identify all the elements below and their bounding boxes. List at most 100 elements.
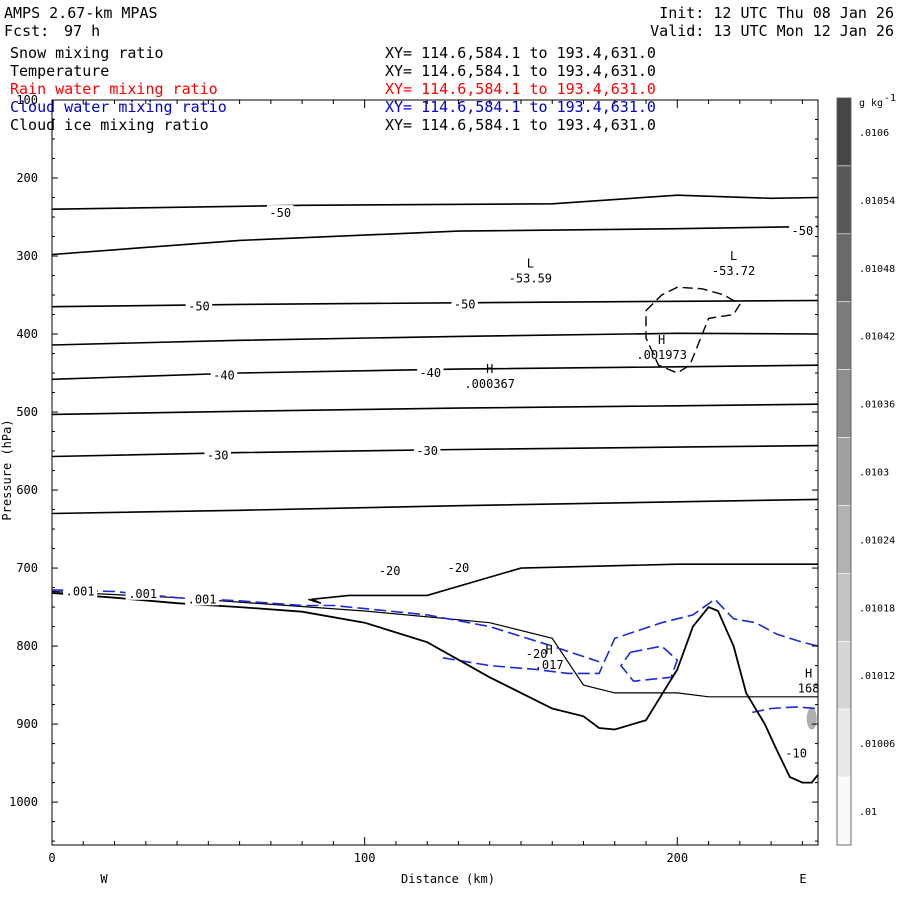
colorbar-swatch (836, 165, 852, 235)
y-tick-label: 1000 (9, 795, 38, 809)
contour-label-background (413, 443, 441, 458)
colorbar-swatch (836, 301, 852, 370)
east-endpoint-label: E (799, 872, 806, 886)
y-tick-label: 400 (16, 327, 38, 341)
contour-label-background (185, 298, 213, 313)
cloud-ice-contours (645, 286, 741, 374)
x-tick-label: 200 (666, 851, 688, 865)
contour-labels: -50 -50 -50 -50 -40 -40 -30 -30 -20 -20 -10 -20 .001… (63, 205, 816, 761)
colorbar-level-label: .01 (859, 807, 877, 818)
legend-xy-cloud-water: XY= 114.6,584.1 to 193.4,631.0 (385, 98, 656, 116)
colorbar-frame (836, 97, 852, 846)
legend-xy-temperature: XY= 114.6,584.1 to 193.4,631.0 (385, 62, 656, 80)
init-time: Init: 12 UTC Thu 08 Jan 26 (659, 4, 894, 22)
isotherm-line (51, 403, 819, 416)
contour-label-background (266, 205, 294, 220)
snow-shading (51, 590, 818, 730)
extremum-value: .001973 (636, 348, 687, 362)
cloud-ice-contour (645, 286, 741, 374)
isotherm-line (51, 444, 819, 458)
legend-name-temperature: Temperature (10, 62, 110, 80)
contour-label: -20 (448, 561, 470, 575)
isotherm-line (51, 299, 819, 308)
contour-label: -30 (416, 444, 438, 458)
contour-label-background (210, 367, 238, 382)
colorbar-swatch (836, 233, 852, 303)
contour-label: -40 (419, 366, 441, 380)
colorbar-unit-exponent: -1 (884, 93, 896, 104)
y-tick-label: 900 (16, 717, 38, 731)
contour-label-background (782, 745, 810, 760)
extremum-type: L (730, 249, 737, 263)
legend-name-cloud-ice: Cloud ice mixing ratio (10, 116, 209, 134)
contour-label: .001 (188, 592, 217, 606)
model-title: AMPS 2.67-km MPAS (4, 4, 158, 22)
x-axis-label: Distance (km) (401, 872, 495, 886)
colorbar-swatch (836, 437, 852, 506)
isotherm-line (51, 194, 819, 210)
contour-label-background (204, 447, 231, 462)
snow-contour (51, 590, 818, 698)
colorbar-level-label: .01054 (859, 196, 895, 207)
contour-label: -50 (269, 206, 291, 220)
extremum-type: H (658, 333, 665, 347)
contour-label: -10 (785, 747, 807, 761)
x-tick-label: 100 (354, 851, 376, 865)
colorbar-swatch (836, 505, 852, 574)
y-tick-label: 300 (16, 249, 38, 263)
snow-maximum-blob (806, 707, 817, 730)
contour-label-background (185, 591, 220, 606)
legend-xy-rain: XY= 114.6,584.1 to 193.4,631.0 (385, 80, 656, 98)
contour-label-background (789, 223, 816, 238)
cloud-water-contour (619, 645, 679, 683)
contour-label-background (445, 560, 472, 575)
plot-frame (51, 99, 819, 846)
contour-label: .001 (128, 587, 157, 601)
contour-label: -30 (207, 449, 229, 463)
extremum-value: .000367 (464, 377, 515, 391)
contour-label-background (63, 583, 98, 598)
y-tick-label: 600 (16, 483, 38, 497)
colorbar-swatch (836, 708, 852, 778)
isotherm-line (51, 332, 819, 346)
extremum-value: .017 (535, 658, 564, 672)
forecast-label: Fcst: (4, 22, 50, 40)
legend-name-cloud-water: Cloud water mixing ratio (10, 98, 227, 116)
y-tick-label: 100 (16, 93, 38, 107)
extremum-type: L (527, 257, 534, 271)
contour-label: .001 (66, 584, 95, 598)
colorbar-level-label: .01036 (859, 400, 895, 411)
terrain-line (51, 592, 819, 784)
extremum-type: H (805, 666, 812, 680)
contour-label: -50 (792, 224, 814, 238)
colorbar-level-label: .0106 (859, 128, 889, 139)
isotherm-lines (51, 194, 819, 604)
colorbar-unit: g kg (859, 98, 883, 109)
contour-label: -50 (188, 300, 210, 314)
colorbar-level-label: .0103 (859, 468, 889, 479)
extremum-value: -53.59 (509, 272, 552, 286)
colorbar-level-label: .01018 (859, 603, 895, 614)
isotherm-line (51, 364, 819, 381)
y-tick-label: 700 (16, 561, 38, 575)
colorbar-swatch (836, 573, 852, 642)
cloud-water-contours (51, 589, 819, 714)
contour-label-background (376, 563, 403, 578)
y-tick-label: 500 (16, 405, 38, 419)
terrain-surface-line (51, 592, 819, 784)
legend-name-rain: Rain water mixing ratio (10, 80, 218, 98)
contour-label: -20 (526, 647, 548, 661)
colorbar-level-label: .01042 (859, 332, 895, 343)
y-axis-label: Pressure (hPa) (0, 419, 14, 520)
contour-label: -20 (379, 564, 401, 578)
isotherm-line (308, 563, 818, 604)
legend-name-snow: Snow mixing ratio (10, 44, 164, 62)
colorbar-swatch (836, 776, 852, 846)
colorbar-swatch (836, 369, 852, 438)
colorbar-level-label: .01006 (859, 739, 895, 750)
extremum-value: 168 (798, 681, 820, 695)
extremum-value: -53.72 (712, 264, 755, 278)
west-endpoint-label: W (100, 872, 108, 886)
